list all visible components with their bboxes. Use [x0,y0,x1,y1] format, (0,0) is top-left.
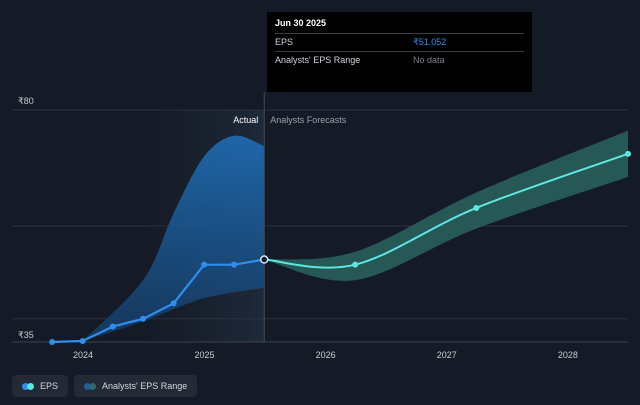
eps-point [49,339,56,345]
legend-eps-toggle[interactable]: EPS [12,375,69,397]
y-tick-label: ₹35 [18,330,34,340]
x-tick-label: 2024 [73,350,93,360]
forecast-point [473,204,480,211]
tooltip-eps-label: EPS [275,37,294,47]
tooltip-row-range: Analysts' EPS Range No data [275,51,524,68]
y-tick-label: ₹80 [18,96,34,106]
eps-point [79,337,86,344]
hover-tooltip: Jun 30 2025 EPS ₹51.052 Analysts' EPS Ra… [267,12,532,92]
tooltip-date: Jun 30 2025 [275,18,327,28]
legend-dot-icon [22,382,29,390]
eps-point [170,300,177,307]
eps-range-historical-band [82,135,265,341]
highlight-point [259,255,269,264]
legend-dot-icon [27,382,34,390]
legend-eps-label: EPS [40,381,59,391]
forecast-point [352,261,359,268]
eps-point [140,315,147,322]
legend-dot-icon [84,382,92,390]
actual-section-label: Actual [233,115,258,125]
legend-eps-swatch [22,382,34,390]
legend-range-label: Analysts' EPS Range [102,381,188,391]
legend-dot-icon [89,382,97,390]
chart-legend: EPS Analysts' EPS Range [12,375,198,397]
eps-actual-line [52,258,265,344]
legend-range-swatch [84,382,97,390]
tooltip-range-value: No data [413,55,445,65]
eps-forecast-line [264,152,629,269]
eps-point [231,261,238,268]
tooltip-range-label: Analysts' EPS Range [275,55,361,65]
eps-range-forecast-band [264,130,628,281]
x-tick-label: 2026 [316,350,336,360]
legend-range-toggle[interactable]: Analysts' EPS Range [74,375,198,397]
x-tick-label: 2025 [194,350,214,360]
eps-point [109,323,116,330]
x-tick-label: 2027 [437,350,457,360]
tooltip-eps-value: ₹51.052 [413,37,447,47]
eps-point [201,261,208,268]
x-tick-label: 2028 [558,350,578,360]
tooltip-row-eps: EPS ₹51.052 [275,33,524,51]
forecast-section-label: Analysts Forecasts [270,115,347,125]
forecast-point [625,150,631,157]
